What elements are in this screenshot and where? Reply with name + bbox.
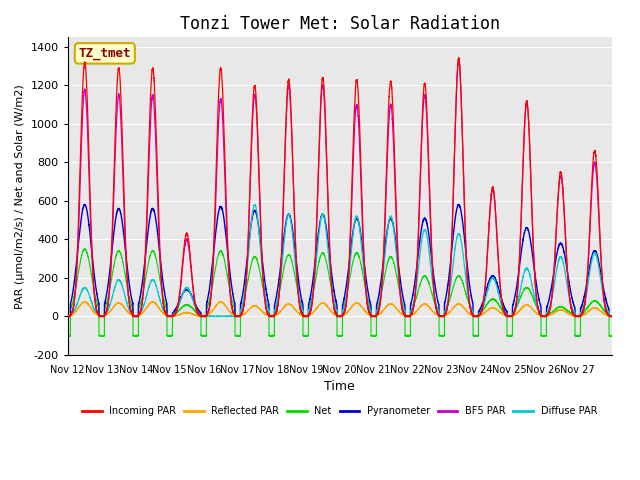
- Text: TZ_tmet: TZ_tmet: [79, 47, 131, 60]
- Title: Tonzi Tower Met: Solar Radiation: Tonzi Tower Met: Solar Radiation: [180, 15, 500, 33]
- Y-axis label: PAR (μmol/m2/s) / Net and Solar (W/m2): PAR (μmol/m2/s) / Net and Solar (W/m2): [15, 84, 25, 309]
- Legend: Incoming PAR, Reflected PAR, Net, Pyranometer, BF5 PAR, Diffuse PAR: Incoming PAR, Reflected PAR, Net, Pyrano…: [78, 402, 601, 420]
- X-axis label: Time: Time: [324, 380, 355, 393]
